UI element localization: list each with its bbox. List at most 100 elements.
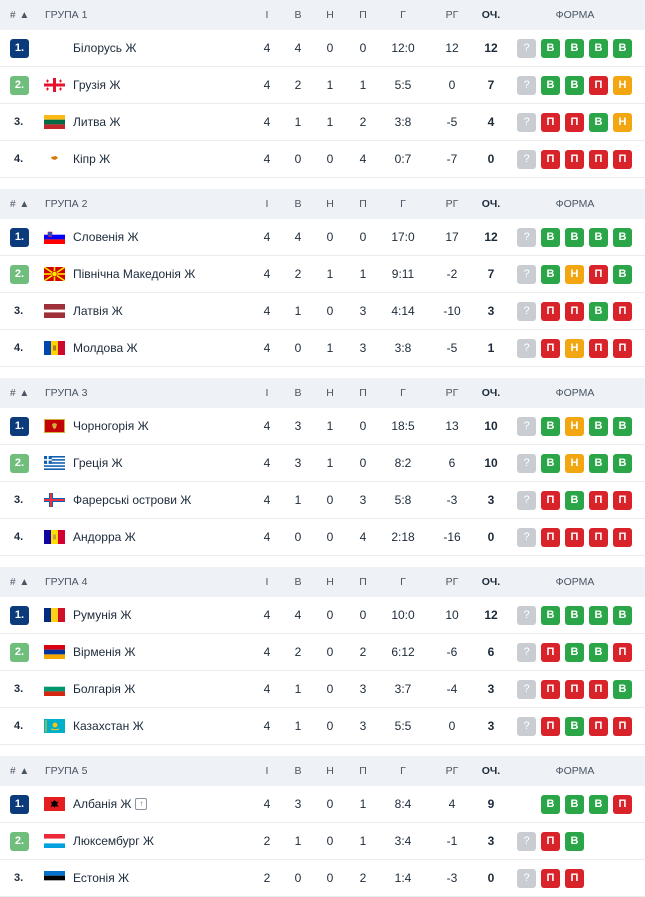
form-next-match-icon[interactable]: ? [517,112,536,132]
team-name-link[interactable]: Кіпр Ж [73,141,110,177]
form-win-badge[interactable]: В [589,794,608,814]
header-points[interactable]: ОЧ. [481,198,501,210]
table-row[interactable]: 1. Албанія Ж ↑ 4 3 0 1 8:4 4 9 В В В П [0,786,645,823]
header-goals[interactable]: Г [400,576,406,588]
form-loss-badge[interactable]: П [541,868,560,888]
team-name-link[interactable]: Литва Ж [73,104,120,140]
table-row[interactable]: 2. Люксембург Ж 2 1 0 1 3:4 -1 3? П В [0,823,645,860]
form-win-badge[interactable]: В [565,794,584,814]
team-name-link[interactable]: Греція Ж [73,445,123,481]
header-won[interactable]: В [294,387,302,399]
form-loss-badge[interactable]: П [589,716,608,736]
table-row[interactable]: 2. Вірменія Ж 4 2 0 2 6:12 -6 6? П В В П [0,634,645,671]
form-win-badge[interactable]: В [589,416,608,436]
form-loss-badge[interactable]: П [613,794,632,814]
form-loss-badge[interactable]: П [613,338,632,358]
form-loss-badge[interactable]: П [541,149,560,169]
form-win-badge[interactable]: В [541,264,560,284]
header-drawn[interactable]: Н [326,198,334,210]
team-name-link[interactable]: Північна Македонія Ж [73,256,195,292]
header-points[interactable]: ОЧ. [481,576,501,588]
header-drawn[interactable]: Н [326,765,334,777]
form-loss-badge[interactable]: П [541,527,560,547]
team-name-link[interactable]: Албанія Ж ↑ [73,786,148,822]
form-loss-badge[interactable]: П [541,301,560,321]
form-next-match-icon[interactable]: ? [517,301,536,321]
table-row[interactable]: 2. Північна Македонія Ж 4 2 1 1 9:11 -2 7? В Н П В [0,256,645,293]
table-row[interactable]: 3. Латвія Ж 4 1 0 3 4:14 -10 3? П П В П [0,293,645,330]
form-loss-badge[interactable]: П [565,112,584,132]
form-win-badge[interactable]: В [589,453,608,473]
form-next-match-icon[interactable]: ? [517,605,536,625]
form-next-match-icon[interactable]: ? [517,831,536,851]
header-goal-diff[interactable]: РГ [445,576,459,588]
header-goals[interactable]: Г [400,387,406,399]
form-win-badge[interactable]: В [613,679,632,699]
form-win-badge[interactable]: В [565,831,584,851]
form-next-match-icon[interactable]: ? [517,868,536,888]
table-row[interactable]: 1. Чорногорія Ж 4 3 1 0 18:5 13 10? В Н В В [0,408,645,445]
form-loss-badge[interactable]: П [613,527,632,547]
sort-toggle[interactable]: # ▲ [10,765,30,777]
sort-toggle[interactable]: # ▲ [10,576,30,588]
header-lost[interactable]: П [359,198,367,210]
table-row[interactable]: 1. Румунія Ж 4 4 0 0 10:0 10 12? В В В В [0,597,645,634]
header-points[interactable]: ОЧ. [481,387,501,399]
form-loss-badge[interactable]: П [565,149,584,169]
form-win-badge[interactable]: В [541,75,560,95]
header-won[interactable]: В [294,198,302,210]
header-played[interactable]: І [265,576,269,588]
header-lost[interactable]: П [359,765,367,777]
table-row[interactable]: 1. Словенія Ж 4 4 0 0 17:0 17 12? В В В В [0,219,645,256]
form-win-badge[interactable]: В [589,642,608,662]
header-points[interactable]: ОЧ. [481,9,501,21]
team-name-link[interactable]: Латвія Ж [73,293,123,329]
form-loss-badge[interactable]: П [541,112,560,132]
form-win-badge[interactable]: В [565,227,584,247]
form-win-badge[interactable]: В [613,38,632,58]
header-won[interactable]: В [294,9,302,21]
form-win-badge[interactable]: В [589,227,608,247]
form-loss-badge[interactable]: П [613,642,632,662]
form-win-badge[interactable]: В [613,416,632,436]
form-loss-badge[interactable]: П [589,679,608,699]
header-goals[interactable]: Г [400,9,406,21]
form-next-match-icon[interactable]: ? [517,490,536,510]
form-draw-badge[interactable]: Н [565,416,584,436]
form-draw-badge[interactable]: Н [613,112,632,132]
table-row[interactable]: 4. Андорра Ж 4 0 0 4 2:18 -16 0? П П П П [0,519,645,556]
form-loss-badge[interactable]: П [613,149,632,169]
table-row[interactable]: 1. Білорусь Ж 4 4 0 0 12:0 12 12? В В В В [0,30,645,67]
header-won[interactable]: В [294,576,302,588]
form-win-badge[interactable]: В [541,416,560,436]
form-loss-badge[interactable]: П [541,490,560,510]
form-loss-badge[interactable]: П [589,264,608,284]
header-lost[interactable]: П [359,387,367,399]
header-lost[interactable]: П [359,9,367,21]
team-name-link[interactable]: Молдова Ж [73,330,138,366]
form-win-badge[interactable]: В [541,605,560,625]
form-loss-badge[interactable]: П [565,679,584,699]
form-draw-badge[interactable]: Н [613,75,632,95]
header-goal-diff[interactable]: РГ [445,9,459,21]
form-win-badge[interactable]: В [565,642,584,662]
team-name-link[interactable]: Румунія Ж [73,597,131,633]
table-row[interactable]: 3. Болгарія Ж 4 1 0 3 3:7 -4 3? П П П В [0,671,645,708]
header-drawn[interactable]: Н [326,387,334,399]
header-drawn[interactable]: Н [326,576,334,588]
form-loss-badge[interactable]: П [613,490,632,510]
header-played[interactable]: І [265,198,269,210]
header-played[interactable]: І [265,9,269,21]
form-win-badge[interactable]: В [565,490,584,510]
form-win-badge[interactable]: В [589,605,608,625]
form-loss-badge[interactable]: П [589,527,608,547]
form-win-badge[interactable]: В [589,301,608,321]
form-win-badge[interactable]: В [613,453,632,473]
form-loss-badge[interactable]: П [541,831,560,851]
table-row[interactable]: 3. Естонія Ж 2 0 0 2 1:4 -3 0? П П [0,860,645,897]
form-win-badge[interactable]: В [541,453,560,473]
sort-toggle[interactable]: # ▲ [10,387,30,399]
header-lost[interactable]: П [359,576,367,588]
form-loss-badge[interactable]: П [541,338,560,358]
team-name-link[interactable]: Казахстан Ж [73,708,144,744]
